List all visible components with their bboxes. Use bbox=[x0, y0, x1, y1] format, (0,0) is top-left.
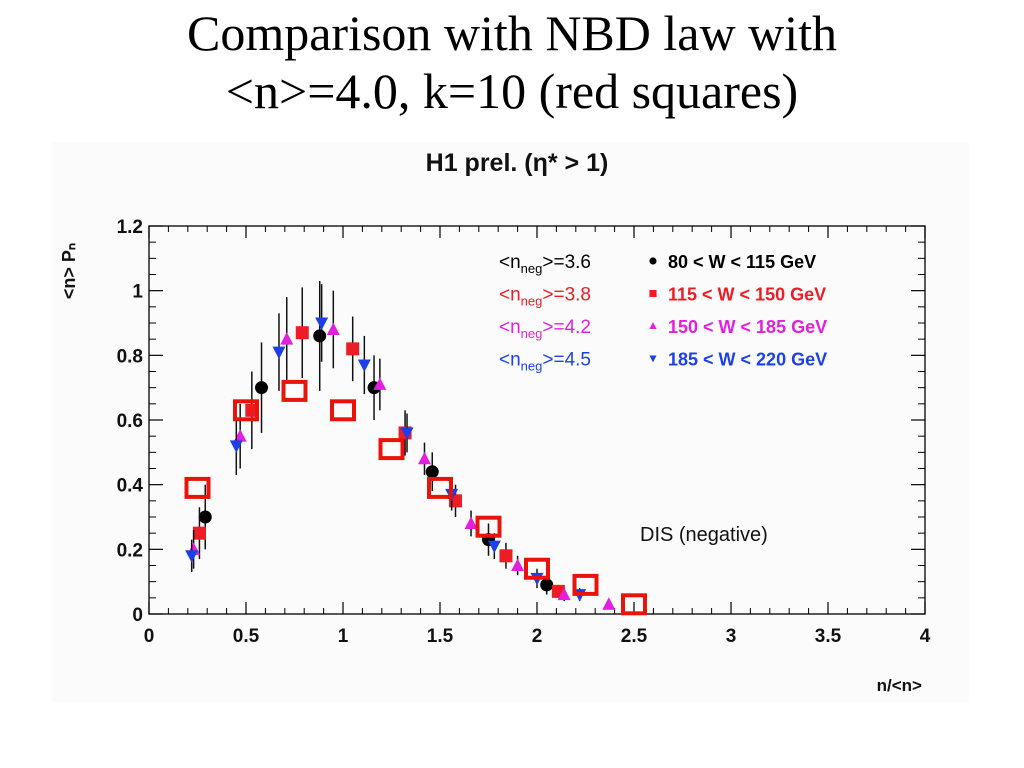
data-point bbox=[499, 549, 513, 563]
series-2 bbox=[187, 290, 616, 610]
x-tick-label: 0.5 bbox=[233, 626, 260, 647]
data-point bbox=[255, 381, 269, 395]
series-4 bbox=[184, 379, 647, 616]
nbd-point bbox=[281, 379, 308, 402]
x-tick-label: 1.5 bbox=[427, 626, 454, 647]
figure-panel: <nneg>=3.6 80 < W < 115 GeV <nneg>=3.8 115 … bbox=[52, 142, 969, 702]
nbd-point bbox=[233, 399, 259, 422]
x-tick-label: 3 bbox=[726, 626, 737, 647]
y-axis-label: <n> Pₙ bbox=[59, 243, 79, 299]
nbd-point bbox=[427, 476, 453, 499]
data-point bbox=[313, 329, 327, 343]
y-tick-label: 0.2 bbox=[117, 540, 143, 561]
nbd-point bbox=[621, 593, 647, 616]
data-point bbox=[417, 451, 431, 465]
y-tick-label: 1.2 bbox=[117, 217, 143, 238]
legend-series-name: 185 < W < 220 GeV bbox=[668, 350, 827, 370]
data-point bbox=[511, 558, 525, 571]
data-point bbox=[373, 377, 387, 390]
legend-entry-1: <nneg>=3.8 115 < W < 150 GeV bbox=[499, 285, 826, 309]
data-point bbox=[540, 578, 554, 592]
legend-mean-label: <nneg>=3.6 bbox=[499, 252, 591, 276]
y-tick-label: 0 bbox=[132, 605, 143, 626]
data-point bbox=[185, 550, 199, 563]
nbd-point bbox=[378, 438, 405, 461]
y-tick-label: 0.6 bbox=[117, 411, 143, 432]
data-point bbox=[198, 510, 212, 524]
legend-mean-label: <nneg>=4.2 bbox=[499, 317, 591, 341]
nbd-point bbox=[475, 515, 502, 538]
x-tick-label: 3.5 bbox=[815, 626, 842, 647]
x-tick-label: 4 bbox=[920, 626, 931, 647]
data-point bbox=[487, 540, 501, 554]
legend-entry-0: <nneg>=3.6 80 < W < 115 GeV bbox=[499, 252, 816, 276]
nbd-point bbox=[572, 573, 599, 596]
data-point bbox=[425, 465, 439, 479]
x-tick-label: 2.5 bbox=[621, 626, 648, 647]
data-point bbox=[192, 526, 206, 540]
legend-mean-label: <nneg>=3.8 bbox=[499, 285, 591, 309]
data-point bbox=[315, 317, 329, 330]
slide-title-line-1: Comparison with NBD law with bbox=[187, 5, 837, 61]
h1-multiplicity-chart: <nneg>=3.6 80 < W < 115 GeV <nneg>=3.8 115 … bbox=[59, 149, 931, 695]
x-tick-label: 0 bbox=[144, 626, 155, 647]
chart-title: H1 prel. (η* > 1) bbox=[426, 149, 609, 177]
x-tick-label: 1 bbox=[338, 626, 349, 647]
data-point bbox=[400, 427, 414, 440]
marks-layer bbox=[184, 280, 647, 616]
dis-negative-annotation: DIS (negative) bbox=[640, 524, 768, 546]
data-point bbox=[280, 332, 294, 345]
legend-series-name: 80 < W < 115 GeV bbox=[668, 252, 816, 272]
legend-entry-2: <nneg>=4.2 150 < W < 185 GeV bbox=[499, 317, 827, 341]
chart-text-layer: 0 0.5 1 1.5 2 2.5 3 3.5 4 0 0.2 0.4 0.6 0.8 1 1.2 H1 pre… bbox=[59, 149, 931, 695]
data-point bbox=[229, 440, 243, 453]
y-tick-label: 0.8 bbox=[117, 346, 143, 367]
legend: <nneg>=3.6 80 < W < 115 GeV <nneg>=3.8 115 … bbox=[499, 252, 827, 374]
y-tick-label: 0.4 bbox=[117, 476, 144, 497]
slide-title-line-2: <n>=4.0, k=10 (red squares) bbox=[225, 63, 799, 119]
axes-layer bbox=[148, 225, 926, 615]
nbd-point bbox=[524, 557, 550, 580]
data-point bbox=[357, 359, 371, 373]
legend-mean-label: <nneg>=4.5 bbox=[499, 350, 591, 374]
legend-marker bbox=[649, 355, 657, 363]
data-point bbox=[602, 597, 616, 610]
x-tick-label: 2 bbox=[532, 626, 543, 647]
data-point bbox=[557, 587, 571, 601]
legend-series-name: 150 < W < 185 GeV bbox=[668, 317, 827, 337]
data-point bbox=[272, 346, 286, 360]
nbd-point bbox=[184, 476, 211, 499]
legend-marker bbox=[649, 289, 657, 298]
x-axis-label: n/<n> bbox=[877, 676, 922, 695]
slide-title: Comparison with NBD law with <n>=4.0, k=… bbox=[0, 4, 1024, 120]
legend-entry-3: <nneg>=4.5 185 < W < 220 GeV bbox=[499, 350, 827, 374]
data-point bbox=[346, 342, 360, 356]
legend-marker bbox=[649, 257, 657, 265]
y-tick-label: 1 bbox=[132, 282, 143, 303]
nbd-point bbox=[330, 399, 356, 422]
legend-marker bbox=[649, 322, 657, 330]
legend-series-name: 115 < W < 150 GeV bbox=[668, 285, 826, 305]
data-point bbox=[326, 322, 340, 335]
data-point bbox=[295, 326, 309, 340]
data-point bbox=[464, 516, 478, 529]
